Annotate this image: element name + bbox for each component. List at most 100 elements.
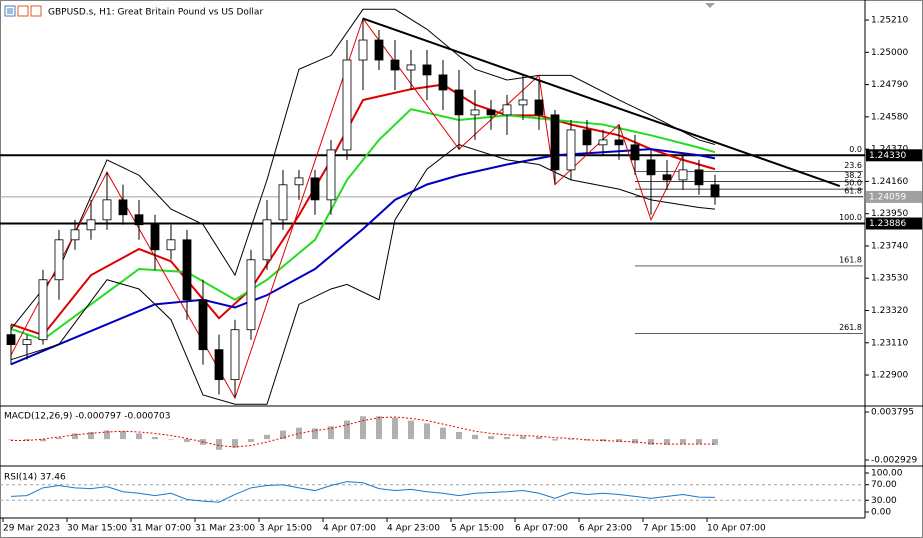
- y-tick-label: 1.24160: [871, 177, 908, 187]
- macd-bar: [248, 439, 254, 442]
- x-tick-label: 6 Apr 23:00: [579, 524, 632, 534]
- y-tick-label: 0.003795: [871, 408, 914, 418]
- candle-body: [406, 64, 416, 71]
- macd-bar: [600, 439, 606, 442]
- x-tick-label: 10 Apr 07:00: [707, 524, 766, 534]
- y-tick-label: 30.00: [871, 496, 897, 506]
- fib-label: 38.2: [844, 171, 862, 180]
- macd-bar: [152, 436, 158, 440]
- candle-body: [310, 177, 320, 201]
- level-label-box: [866, 190, 922, 203]
- macd-bar: [552, 439, 558, 441]
- indicator-line: [10, 143, 716, 405]
- macd-bar: [8, 439, 14, 440]
- y-tick-label: 1.23320: [871, 306, 908, 316]
- candle-body: [390, 59, 400, 71]
- y-tick-label: 1.24580: [871, 112, 908, 122]
- macd-bar: [344, 420, 350, 440]
- candle-body: [550, 114, 560, 171]
- macd-bar: [472, 434, 478, 440]
- signal-line: [11, 416, 716, 448]
- fib-label: 100.0: [839, 213, 862, 222]
- candle-body: [102, 199, 112, 221]
- symbol-icon: [4, 5, 42, 17]
- x-tick-label: 4 Apr 07:00: [323, 524, 376, 534]
- candle-body: [326, 149, 336, 201]
- candle-body: [630, 144, 640, 161]
- candle-body: [230, 329, 240, 381]
- candle-body: [518, 99, 528, 106]
- candle-body: [358, 39, 368, 61]
- candle-body: [694, 169, 704, 186]
- indicator-line: [10, 148, 716, 366]
- candle-body: [214, 349, 224, 381]
- candle-body: [678, 169, 688, 181]
- candle-body: [166, 239, 176, 251]
- x-tick-label: 29 Mar 2023: [3, 524, 60, 534]
- candle-body: [438, 74, 448, 91]
- y-tick-label: 1.25000: [871, 48, 908, 58]
- macd-bar: [680, 439, 686, 445]
- candle-body: [662, 174, 672, 181]
- macd-bar: [616, 439, 622, 442]
- macd-bar: [104, 430, 110, 440]
- macd-bar: [488, 436, 494, 440]
- candle-body: [134, 214, 144, 226]
- macd-bar: [216, 439, 222, 450]
- candle-body: [118, 199, 128, 216]
- indicator-line: [10, 108, 716, 341]
- y-tick-label: -0.002929: [871, 455, 917, 465]
- candle-body: [278, 184, 288, 221]
- x-tick-label: 4 Apr 23:00: [387, 524, 440, 534]
- macd-bar: [696, 439, 702, 445]
- candle-body: [374, 39, 384, 61]
- y-tick-label: 0.00: [871, 507, 891, 517]
- candle-body: [6, 334, 16, 346]
- x-tick-label: 6 Apr 07:00: [515, 524, 568, 534]
- macd-bar: [408, 420, 414, 440]
- macd-bar: [504, 436, 510, 440]
- macd-bar: [584, 439, 590, 441]
- macd-bar: [72, 433, 78, 440]
- candle-body: [614, 139, 624, 146]
- indicator-line: [10, 83, 716, 337]
- y-tick-label: 1.25210: [871, 16, 908, 26]
- fib-label: 23.6: [844, 161, 862, 170]
- x-tick-label: 5 Apr 15:00: [451, 524, 504, 534]
- candle-body: [598, 139, 608, 146]
- level-label: 1.23886: [869, 219, 906, 229]
- level-label: 1.24330: [869, 151, 906, 161]
- y-tick-label: 1.23740: [871, 241, 908, 251]
- rsi-title: RSI(14) 37.46: [4, 473, 66, 483]
- macd-bar: [648, 439, 654, 445]
- x-tick-label: 30 Mar 15:00: [67, 524, 127, 534]
- candle-body: [262, 219, 272, 261]
- candle-body: [86, 219, 96, 231]
- candle-body: [150, 224, 160, 251]
- macd-bar: [536, 436, 542, 440]
- candle-body: [534, 99, 544, 116]
- fib-label: 261.8: [839, 323, 862, 332]
- y-tick-label: 70.00: [871, 480, 897, 490]
- candle-body: [294, 177, 304, 186]
- macd-bar: [280, 430, 286, 440]
- fib-label: 61.8: [844, 186, 862, 195]
- macd-bar: [184, 439, 190, 442]
- candle-body: [646, 159, 656, 176]
- macd-bar: [664, 439, 670, 445]
- macd-bar: [328, 426, 334, 440]
- chart-title: GBPUSD.s, H1: Great Britain Pound vs US …: [48, 8, 263, 18]
- candle-body: [582, 129, 592, 146]
- macd-bar: [56, 437, 62, 440]
- macd-bar: [296, 427, 302, 440]
- macd-bar: [376, 416, 382, 440]
- y-tick-label: 1.24790: [871, 80, 908, 90]
- indicator-line: [362, 17, 841, 187]
- macd-bar: [392, 417, 398, 440]
- macd-bar: [520, 436, 526, 440]
- level-label: 1.24059: [869, 192, 906, 202]
- candle-body: [70, 229, 80, 241]
- candle-body: [246, 259, 256, 331]
- candle-body: [486, 109, 496, 116]
